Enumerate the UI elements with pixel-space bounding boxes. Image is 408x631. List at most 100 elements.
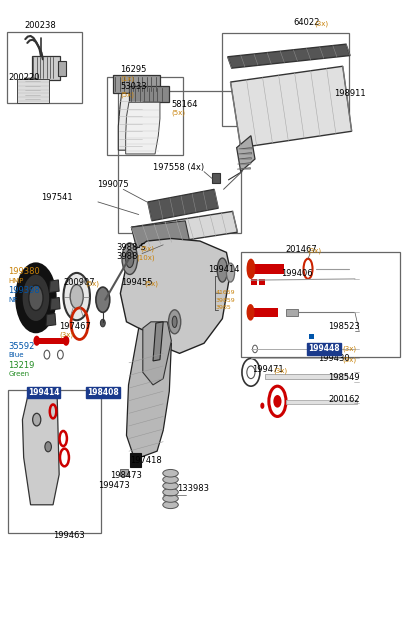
Circle shape bbox=[33, 336, 40, 346]
Text: 200220: 200220 bbox=[8, 73, 40, 82]
Ellipse shape bbox=[16, 264, 55, 332]
Bar bbox=[251, 279, 257, 285]
Text: 3988: 3988 bbox=[116, 252, 137, 261]
Text: 39859: 39859 bbox=[215, 298, 235, 303]
Text: 198523: 198523 bbox=[328, 322, 360, 331]
Ellipse shape bbox=[226, 263, 235, 282]
Text: 199414: 199414 bbox=[208, 266, 239, 274]
Polygon shape bbox=[131, 211, 237, 247]
Text: 58164: 58164 bbox=[171, 100, 198, 109]
Text: 13219: 13219 bbox=[8, 361, 35, 370]
Polygon shape bbox=[238, 158, 251, 159]
Polygon shape bbox=[126, 102, 160, 154]
Polygon shape bbox=[131, 221, 189, 247]
Text: (3x): (3x) bbox=[59, 332, 73, 338]
Text: 64022: 64022 bbox=[294, 18, 320, 27]
Ellipse shape bbox=[172, 316, 177, 327]
Text: 41659: 41659 bbox=[215, 290, 235, 295]
Text: (5x): (5x) bbox=[120, 92, 134, 98]
Bar bbox=[259, 279, 265, 285]
Ellipse shape bbox=[247, 259, 255, 278]
Ellipse shape bbox=[169, 310, 181, 334]
Ellipse shape bbox=[96, 287, 110, 312]
Text: (3x): (3x) bbox=[314, 21, 328, 27]
Text: 16295: 16295 bbox=[120, 66, 147, 74]
Ellipse shape bbox=[70, 285, 83, 309]
Polygon shape bbox=[24, 78, 41, 101]
Text: 35592: 35592 bbox=[8, 342, 35, 351]
Ellipse shape bbox=[63, 273, 90, 321]
Text: (10x): (10x) bbox=[137, 254, 155, 261]
Polygon shape bbox=[237, 163, 251, 164]
Text: 199448: 199448 bbox=[308, 345, 340, 353]
Ellipse shape bbox=[163, 476, 178, 483]
Bar bbox=[113, 75, 160, 93]
Text: 199463: 199463 bbox=[53, 531, 85, 540]
Bar bbox=[130, 453, 141, 467]
Circle shape bbox=[260, 403, 264, 409]
Text: 3985: 3985 bbox=[215, 305, 231, 310]
Ellipse shape bbox=[122, 243, 137, 274]
Text: 199380: 199380 bbox=[8, 268, 40, 276]
Text: (3x): (3x) bbox=[343, 357, 357, 363]
Bar bbox=[120, 469, 128, 476]
Ellipse shape bbox=[217, 258, 228, 282]
Text: 199398: 199398 bbox=[8, 286, 40, 295]
Polygon shape bbox=[22, 392, 59, 505]
Polygon shape bbox=[231, 66, 352, 148]
Text: 199455: 199455 bbox=[122, 278, 153, 287]
Text: (5x): (5x) bbox=[141, 246, 155, 252]
Text: NF: NF bbox=[8, 297, 18, 303]
Polygon shape bbox=[239, 148, 252, 149]
Text: 197467: 197467 bbox=[59, 322, 91, 331]
Bar bbox=[251, 264, 284, 274]
Text: 200907: 200907 bbox=[63, 278, 95, 287]
Polygon shape bbox=[153, 322, 163, 361]
Text: 133983: 133983 bbox=[177, 485, 209, 493]
Ellipse shape bbox=[163, 488, 178, 496]
Polygon shape bbox=[126, 328, 171, 459]
Text: 200238: 200238 bbox=[24, 21, 56, 30]
Text: HMP: HMP bbox=[8, 278, 24, 284]
Circle shape bbox=[63, 336, 69, 346]
Bar bbox=[32, 56, 60, 80]
Ellipse shape bbox=[24, 276, 48, 320]
Text: 199414: 199414 bbox=[28, 388, 59, 397]
Text: (1x): (1x) bbox=[120, 76, 135, 82]
Polygon shape bbox=[120, 239, 231, 353]
Bar bbox=[251, 308, 278, 317]
Bar bbox=[129, 86, 169, 102]
Text: 198408: 198408 bbox=[87, 388, 119, 397]
Polygon shape bbox=[17, 79, 49, 103]
Polygon shape bbox=[118, 93, 143, 150]
Bar bbox=[7, 32, 82, 103]
Polygon shape bbox=[228, 44, 350, 68]
Polygon shape bbox=[143, 322, 171, 385]
Bar bbox=[286, 400, 357, 404]
Text: 199471: 199471 bbox=[252, 365, 284, 374]
Circle shape bbox=[273, 395, 282, 408]
Bar bbox=[212, 173, 220, 183]
Circle shape bbox=[33, 413, 41, 426]
Ellipse shape bbox=[163, 469, 178, 477]
Text: 3988-S: 3988-S bbox=[116, 244, 146, 252]
Text: 199406: 199406 bbox=[282, 269, 313, 278]
Ellipse shape bbox=[163, 501, 178, 509]
Text: 198911: 198911 bbox=[335, 89, 366, 98]
Bar bbox=[58, 61, 66, 76]
Text: Blue: Blue bbox=[8, 352, 24, 358]
Text: 199430: 199430 bbox=[318, 354, 350, 363]
Text: 198549: 198549 bbox=[328, 374, 360, 382]
Text: (3x): (3x) bbox=[343, 346, 357, 352]
Text: (3x): (3x) bbox=[308, 247, 322, 254]
Bar bbox=[118, 91, 241, 233]
Ellipse shape bbox=[126, 250, 134, 268]
Bar bbox=[222, 33, 349, 126]
Text: (5x): (5x) bbox=[144, 281, 158, 287]
Bar bbox=[265, 374, 347, 379]
Circle shape bbox=[45, 442, 51, 452]
Polygon shape bbox=[50, 297, 60, 310]
Text: 199473: 199473 bbox=[98, 481, 130, 490]
Text: 198473: 198473 bbox=[110, 471, 142, 480]
Bar bbox=[309, 334, 314, 339]
